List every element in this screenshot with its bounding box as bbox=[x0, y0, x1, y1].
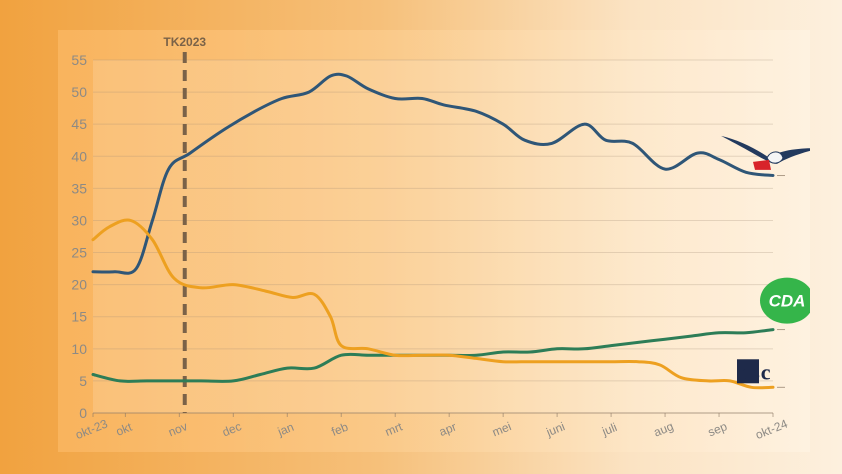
seagull-wings bbox=[721, 135, 810, 164]
election-marker-label: TK2023 bbox=[163, 35, 206, 49]
seagull-flag bbox=[753, 159, 771, 170]
y-tick-label: 0 bbox=[79, 405, 87, 421]
pvv-seagull-logo bbox=[721, 135, 810, 170]
x-tick-label: mrt bbox=[383, 419, 405, 439]
x-tick-label: mei bbox=[490, 419, 513, 439]
cda-logo: CDA bbox=[760, 277, 810, 324]
x-tick-label: dec bbox=[220, 419, 243, 439]
series-layer bbox=[91, 72, 785, 390]
grid-layer bbox=[93, 59, 773, 414]
y-tick-label: 40 bbox=[71, 148, 87, 164]
y-tick-label: 50 bbox=[71, 84, 87, 100]
x-tick-label: sep bbox=[706, 419, 729, 439]
x-tick-label: apr bbox=[437, 420, 458, 439]
y-tick-label: 10 bbox=[71, 341, 87, 357]
y-tick-label: 45 bbox=[71, 116, 87, 132]
plot-area bbox=[93, 60, 773, 413]
series-line-nsc-logo bbox=[91, 218, 775, 390]
x-tick-label: jan bbox=[275, 420, 296, 439]
logo-layer: CDA nsc bbox=[721, 135, 810, 384]
y-tick-label: 20 bbox=[71, 277, 87, 293]
x-tick-label: nov bbox=[166, 419, 189, 439]
y-tick-label: 25 bbox=[71, 245, 87, 261]
cda-logo-badge bbox=[760, 277, 810, 324]
y-tick-label: 15 bbox=[71, 309, 87, 325]
nsc-logo: nsc bbox=[737, 359, 772, 384]
x-tick-label: aug bbox=[652, 419, 676, 439]
seagull-body bbox=[766, 151, 784, 164]
nsc-logo-text: nsc bbox=[738, 359, 772, 384]
series-line-pvv-seagull-logo bbox=[91, 72, 775, 275]
x-tick-label: okt-24 bbox=[753, 416, 789, 442]
x-tick-label: juli bbox=[599, 420, 619, 439]
annotation-layer: TK2023 bbox=[163, 35, 206, 413]
chart-panel: 0 5 10 15 20 25 30 35 40 45 50 55 okt-23 okt nov dec jan… bbox=[58, 30, 810, 452]
x-tick-label: feb bbox=[329, 420, 350, 439]
y-tick-label: 5 bbox=[79, 373, 87, 389]
cda-logo-text: CDA bbox=[769, 292, 806, 311]
x-tick-label: juni bbox=[543, 419, 566, 439]
y-tick-label: 30 bbox=[71, 212, 87, 228]
y-tick-label: 55 bbox=[71, 52, 87, 68]
nsc-logo-block bbox=[737, 359, 759, 384]
y-tick-label: 35 bbox=[71, 180, 87, 196]
x-tick-label: okt bbox=[114, 420, 135, 439]
